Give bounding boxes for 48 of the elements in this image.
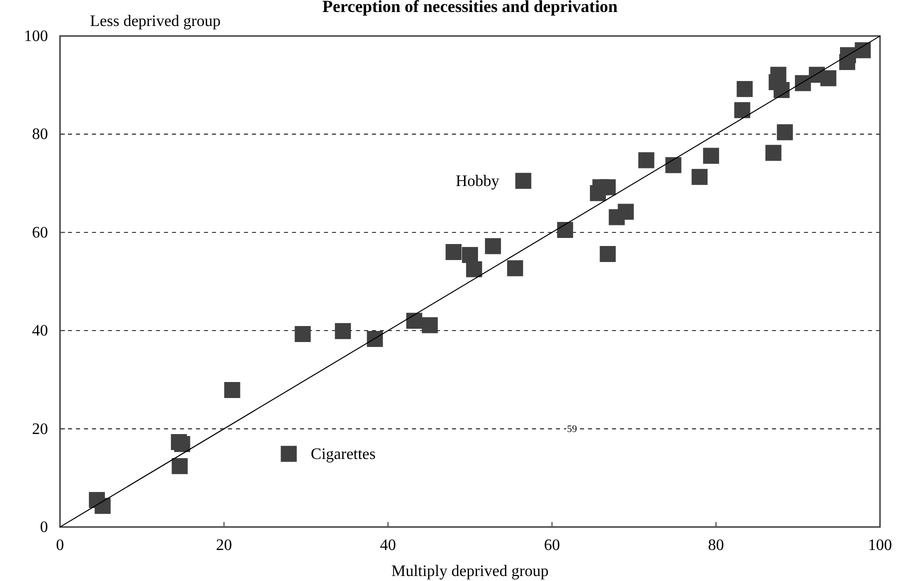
- point: [406, 312, 422, 329]
- point: [557, 222, 574, 238]
- y-tick-label: 80: [32, 126, 48, 144]
- x-tick-label: 40: [380, 537, 396, 554]
- y-tick-label: 40: [32, 322, 48, 340]
- point: [172, 458, 188, 474]
- point: [484, 238, 501, 254]
- annotation: Cigarettes: [310, 446, 376, 463]
- x-tick-label: 80: [708, 537, 724, 554]
- point: [280, 446, 297, 462]
- point: [294, 326, 311, 342]
- point: [366, 330, 383, 347]
- x-tick-label: 100: [868, 537, 892, 554]
- point: [515, 172, 532, 189]
- y-tick-label: 20: [32, 420, 48, 438]
- point: [854, 42, 871, 58]
- x-tick-label: 20: [216, 537, 232, 554]
- point: [774, 82, 790, 98]
- y-tick-label: 60: [32, 224, 48, 242]
- point: [703, 148, 720, 164]
- point: [462, 246, 478, 263]
- point: [600, 246, 616, 262]
- point: [665, 157, 682, 174]
- point: [174, 436, 190, 452]
- y-axis-title: Less deprived group: [90, 13, 221, 30]
- point: [692, 168, 708, 185]
- point: [618, 204, 634, 220]
- x-axis-title: Multiply deprived group: [391, 563, 549, 580]
- point: [736, 81, 753, 98]
- point: [94, 498, 111, 514]
- point: [334, 323, 351, 340]
- point: [224, 382, 240, 398]
- y-tick-label: 100: [24, 28, 48, 45]
- point: [422, 317, 438, 334]
- x-tick-label: 60: [544, 537, 560, 554]
- annotation: Hobby: [456, 172, 500, 190]
- point: [776, 124, 793, 140]
- point: [507, 260, 524, 276]
- point: [765, 144, 782, 161]
- point: [734, 102, 750, 118]
- point: [638, 152, 654, 168]
- point: [466, 261, 482, 278]
- annotation: 59: [567, 424, 577, 435]
- y-tick-label: 0: [40, 519, 48, 536]
- x-tick-label: 0: [56, 537, 64, 554]
- chart-title: Perception of necessities and deprivation: [322, 0, 618, 16]
- point: [820, 70, 836, 86]
- point: [446, 244, 462, 260]
